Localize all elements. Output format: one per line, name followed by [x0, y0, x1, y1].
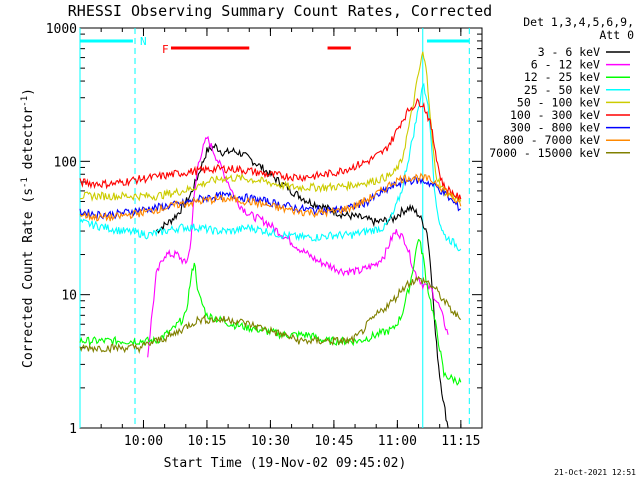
flare-label: F: [162, 43, 169, 56]
y-tick-label: 1000: [46, 22, 77, 37]
legend-label: 3 - 6 keV: [538, 45, 600, 59]
observing-markers: [79, 28, 470, 428]
x-tick-label: 11:00: [378, 434, 417, 449]
footer-timestamp: 21-Oct-2021 12:51: [554, 468, 636, 477]
legend-label: 800 - 7000 keV: [503, 133, 600, 147]
series-line: [79, 238, 462, 386]
y-label-sup2: -1: [20, 96, 30, 107]
y-label-sup1: -1: [20, 177, 30, 188]
y-tick-label: 100: [54, 155, 77, 170]
legend-label: 300 - 800 keV: [510, 121, 600, 135]
axis-ticks: 10:00 10:15 10:30 10:45 11:00 11:15 1 10 100 1000: [46, 22, 483, 449]
series-line: [79, 51, 462, 203]
legend-label: 25 - 50 keV: [524, 83, 600, 97]
legend-label: 7000 - 15000 keV: [489, 146, 600, 160]
series-line: [79, 82, 462, 252]
series-line: [79, 275, 462, 354]
y-axis-label: Corrected Count Rate (s-1 detector-1): [20, 88, 36, 368]
series-line: [147, 135, 449, 358]
legend-label: 50 - 100 keV: [517, 95, 600, 109]
chart-title: RHESSI Observing Summary Count Rates, Co…: [68, 2, 492, 20]
series-line: [79, 97, 462, 201]
series-line: [155, 142, 449, 429]
x-tick-label: 10:45: [314, 434, 353, 449]
y-tick-label: 1: [69, 422, 77, 437]
x-tick-label: 10:30: [251, 434, 290, 449]
legend-label: 12 - 25 keV: [524, 70, 600, 84]
x-tick-label: 10:00: [124, 434, 163, 449]
attenuator-label: N: [140, 35, 147, 48]
series-layer: [79, 51, 462, 429]
x-tick-label: 10:15: [187, 434, 226, 449]
y-label-main: Corrected Count Rate (s: [21, 188, 36, 368]
series-line: [79, 175, 461, 220]
y-label-end: ): [21, 88, 36, 96]
x-tick-label: 11:15: [441, 434, 480, 449]
legend-header-2: Att 0: [599, 28, 634, 42]
y-label-mid: detector: [21, 107, 36, 178]
legend-label: 100 - 300 keV: [510, 108, 600, 122]
series-line: [79, 172, 462, 222]
y-tick-label: 10: [61, 289, 77, 304]
legend-label: 6 - 12 keV: [531, 58, 600, 72]
legend-header-1: Det 1,3,4,5,6,9,: [523, 15, 634, 29]
x-axis-label: Start Time (19-Nov-02 09:45:02): [164, 456, 407, 471]
